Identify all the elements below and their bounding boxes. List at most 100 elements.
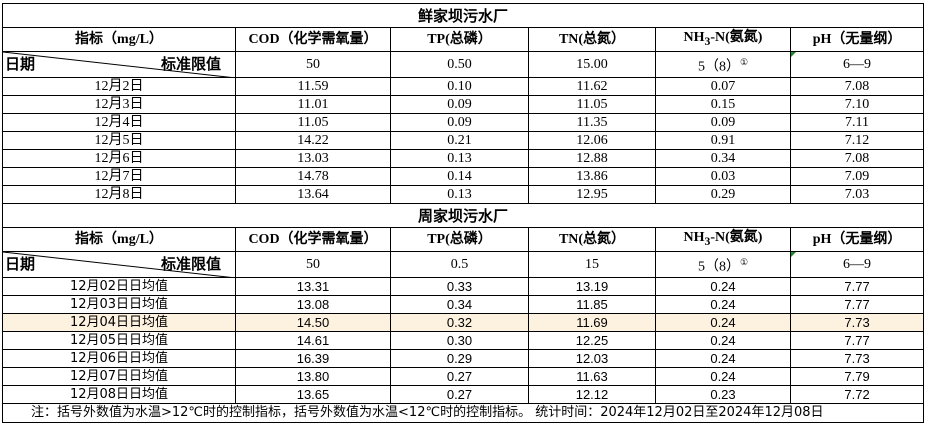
header-tn: TN(总氮） [528,27,656,52]
table-row: 12月03日日均值 13.08 0.34 11.85 0.24 7.77 [2,295,925,314]
nh3-cell: 0.03 [655,167,791,186]
limit-nh3: 5（8）① [655,251,791,278]
header-cod: COD（化学需氧量） [235,27,391,52]
tp-cell: 0.13 [390,185,529,204]
table-row: 12月8日 13.64 0.13 12.95 0.29 7.03 [2,185,925,204]
cod-cell: 14.61 [235,331,391,350]
date-cell: 12月05日日均值 [2,331,236,350]
tn-cell: 12.25 [528,331,656,350]
limit-ph: 6—9 [789,51,925,78]
tn-cell: 11.35 [528,113,656,132]
tn-cell: 11.69 [528,313,656,332]
tp-cell: 0.27 [390,385,529,404]
ph-cell: 7.03 [789,185,925,204]
table-row: 12月3日 11.01 0.09 11.05 0.15 7.10 [2,95,925,114]
table-row: 12月6日 13.03 0.13 12.88 0.34 7.08 [2,149,925,168]
table-row: 12月04日日均值 14.50 0.32 11.69 0.24 7.73 [2,313,925,332]
nh3-cell: 0.09 [655,113,791,132]
tn-cell: 11.63 [528,367,656,386]
date-cell: 12月4日 [2,113,236,132]
tp-cell: 0.33 [390,277,529,296]
table-row: 12月06日日均值 16.39 0.29 12.03 0.24 7.73 [2,349,925,368]
tn-cell: 11.62 [528,77,656,96]
limit-cod: 50 [235,51,391,78]
header-tp: TP(总磷） [390,227,529,252]
date-cell: 12月08日日均值 [2,385,236,404]
table-row: 12月07日日均值 13.80 0.27 11.63 0.24 7.79 [2,367,925,386]
nh3-cell: 0.24 [655,367,791,386]
nh3-cell: 0.29 [655,185,791,204]
tp-cell: 0.09 [390,95,529,114]
limit-tp: 0.50 [390,51,529,78]
nh3-cell: 0.24 [655,277,791,296]
tn-cell: 12.03 [528,349,656,368]
plant-name: 周家坝污水厂 [1,203,925,228]
plant-title-row: 周家坝污水厂 [1,203,925,228]
limits-row: 日期 标准限值 50 0.5 15 5（8）① 6—9 [2,251,925,278]
limit-cod: 50 [235,251,391,278]
cod-cell: 13.80 [235,367,391,386]
table-row: 12月08日日均值 13.65 0.27 12.12 0.23 7.72 [2,385,925,404]
ph-cell: 7.77 [789,331,925,350]
nh3-cell: 0.24 [655,331,791,350]
cod-cell: 14.50 [235,313,391,332]
header-tn: TN(总氮） [528,227,656,252]
ph-cell: 7.08 [789,149,925,168]
tn-cell: 13.19 [528,277,656,296]
tp-cell: 0.27 [390,367,529,386]
footnote: 注：括号外数值为水温>12℃时的控制指标，括号外数值为水温<12℃时的控制指标。… [1,403,925,423]
header-row: 指标（mg/L） COD（化学需氧量） TP(总磷） TN(总氮） NH3-N(… [2,227,925,252]
date-cell: 12月2日 [2,77,236,96]
date-cell: 12月02日日均值 [2,277,236,296]
header-nh3: NH3-N(氨氮) [655,227,791,252]
table-row: 12月4日 11.05 0.09 11.35 0.09 7.11 [2,113,925,132]
cod-cell: 16.39 [235,349,391,368]
tp-cell: 0.29 [390,349,529,368]
tn-cell: 11.85 [528,295,656,314]
table-row: 12月5日 14.22 0.21 12.06 0.91 7.12 [2,131,925,150]
limit-tp: 0.5 [390,251,529,278]
limit-nh3: 5（8）① [655,51,791,78]
tn-cell: 12.95 [528,185,656,204]
diagonal-header-cell: 日期 标准限值 [2,51,236,78]
ph-cell: 7.12 [789,131,925,150]
header-ph: pH（无量纲） [789,227,925,252]
header-index: 指标（mg/L） [2,227,236,252]
ph-cell: 7.10 [789,95,925,114]
plant-title-row: 鲜家坝污水厂 [1,3,925,28]
cod-cell: 13.64 [235,185,391,204]
tp-cell: 0.34 [390,295,529,314]
tn-cell: 12.06 [528,131,656,150]
ph-cell: 7.11 [789,113,925,132]
footnote-row: 注：括号外数值为水温>12℃时的控制指标，括号外数值为水温<12℃时的控制指标。… [1,403,925,423]
date-cell: 12月6日 [2,149,236,168]
tp-cell: 0.30 [390,331,529,350]
table-row: 12月02日日均值 13.31 0.33 13.19 0.24 7.77 [2,277,925,296]
tn-cell: 13.86 [528,167,656,186]
ph-cell: 7.79 [789,367,925,386]
cod-cell: 14.78 [235,167,391,186]
header-cod: COD（化学需氧量） [235,227,391,252]
date-cell: 12月7日 [2,167,236,186]
nh3-cell: 0.07 [655,77,791,96]
limit-tn: 15.00 [528,51,656,78]
tp-cell: 0.13 [390,149,529,168]
nh3-cell: 0.24 [655,349,791,368]
ph-cell: 7.73 [789,313,925,332]
limit-tn: 15 [528,251,656,278]
cod-cell: 11.05 [235,113,391,132]
table-row: 12月7日 14.78 0.14 13.86 0.03 7.09 [2,167,925,186]
date-cell: 12月5日 [2,131,236,150]
date-cell: 12月8日 [2,185,236,204]
tp-cell: 0.21 [390,131,529,150]
tp-cell: 0.32 [390,313,529,332]
tn-cell: 12.12 [528,385,656,404]
nh3-cell: 0.24 [655,295,791,314]
table-row: 12月2日 11.59 0.10 11.62 0.07 7.08 [2,77,925,96]
tp-cell: 0.14 [390,167,529,186]
water-quality-table: 鲜家坝污水厂 指标（mg/L） COD（化学需氧量） TP(总磷） TN(总氮）… [1,3,925,423]
cod-cell: 11.59 [235,77,391,96]
cod-cell: 13.08 [235,295,391,314]
ph-cell: 7.72 [789,385,925,404]
ph-cell: 7.09 [789,167,925,186]
